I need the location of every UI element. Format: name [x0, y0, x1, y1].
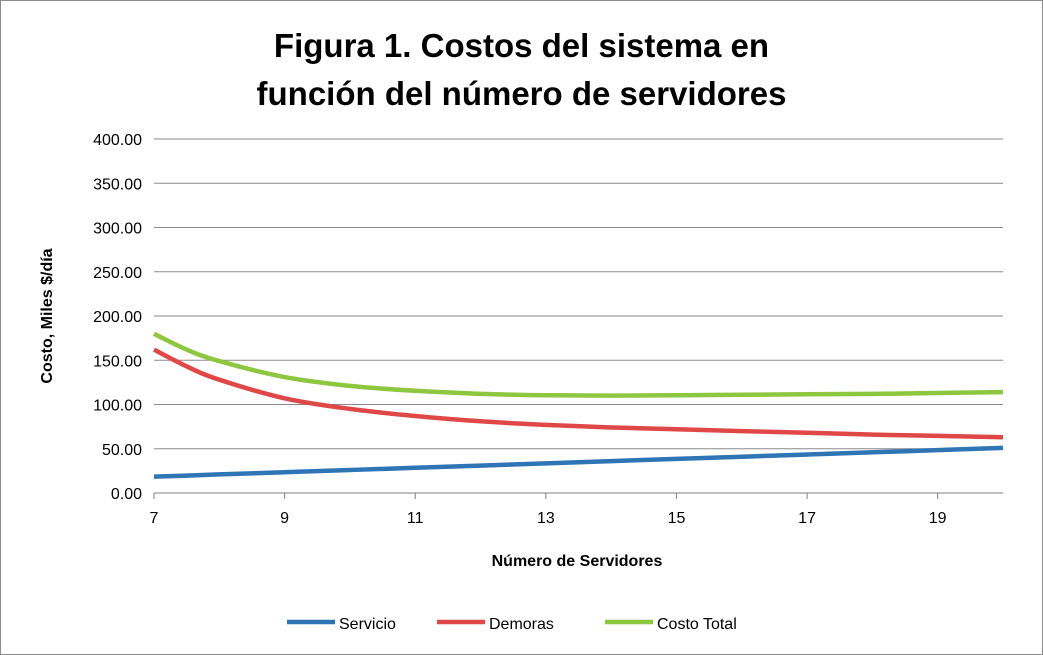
x-tick-labels: 7 9 11 13 15 17 19: [150, 493, 947, 527]
series-line-costo-total: [152, 331, 1004, 398]
x-tick-label: 9: [280, 510, 289, 527]
y-tick-label: 400.00: [93, 132, 142, 149]
y-tick-label: 250.00: [93, 265, 142, 282]
legend-label-servicio: Servicio: [339, 616, 396, 633]
y-tick-label: 100.00: [93, 398, 142, 415]
series-line-servicio: [153, 445, 1004, 479]
chart-title-line-2: función del número de servidores: [256, 75, 787, 112]
legend-label-demoras: Demoras: [489, 616, 554, 633]
y-tick-labels: 0.00 50.00 100.00 150.00 200.00 250.00 300.00 3…: [93, 132, 142, 503]
y-tick-label: 50.00: [102, 442, 142, 459]
gridlines: [154, 138, 1003, 494]
x-axis-title: Número de Servidores: [492, 553, 663, 570]
x-tick-label: 19: [929, 510, 947, 527]
legend: Servicio Demoras Costo Total: [287, 616, 737, 633]
series-line-demoras: [152, 347, 1004, 440]
y-tick-label: 350.00: [93, 176, 142, 193]
y-tick-label: 0.00: [111, 486, 142, 503]
x-tick-label: 11: [407, 510, 424, 527]
legend-label-costo-total: Costo Total: [657, 616, 737, 633]
series-lines: [152, 331, 1004, 479]
y-tick-label: 200.00: [93, 309, 142, 326]
x-tick-label: 7: [150, 510, 159, 527]
y-axis-title: Costo, Miles $/día: [39, 248, 56, 383]
y-tick-label: 150.00: [93, 353, 142, 370]
x-tick-label: 13: [537, 510, 555, 527]
x-tick-label: 17: [798, 510, 816, 527]
x-tick-label: 15: [668, 510, 686, 527]
chart-title-line-1: Figura 1. Costos del sistema en: [273, 27, 770, 64]
y-tick-label: 300.00: [93, 221, 142, 238]
chart-title: Figura 1. Costos del sistema en función …: [0, 22, 1043, 118]
